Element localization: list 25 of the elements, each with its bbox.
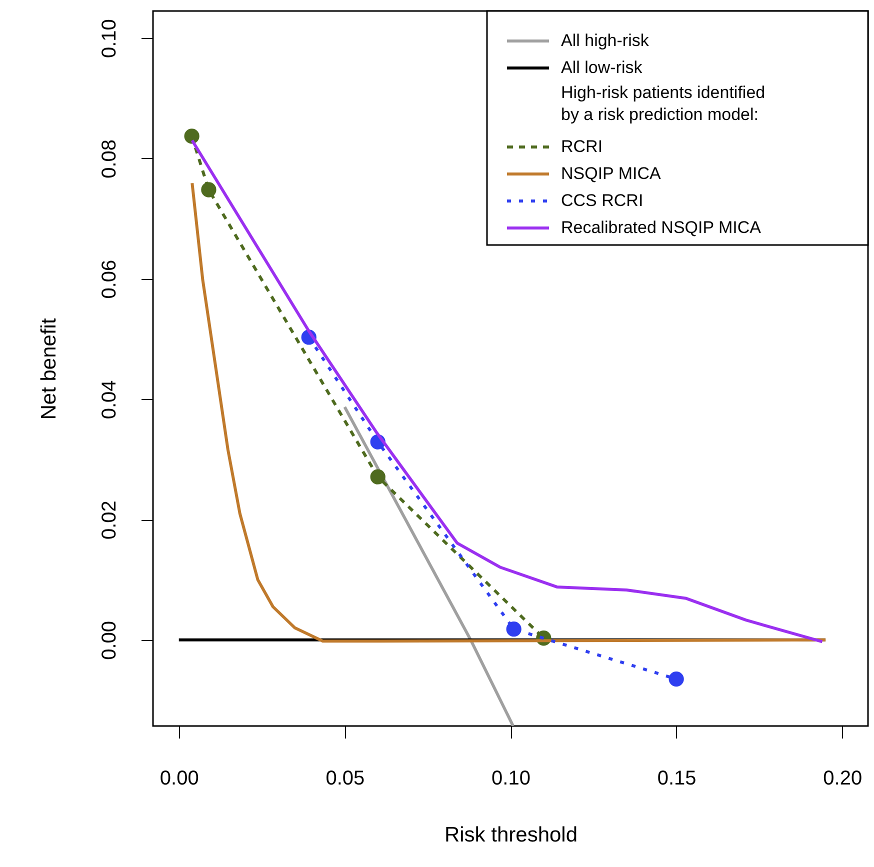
x-axis-title: Risk threshold (444, 824, 578, 846)
x-tick-label: 0.20 (823, 768, 862, 790)
legend-label: RCRI (561, 137, 603, 156)
y-tick-label: 0.04 (98, 380, 120, 420)
x-tick-label: 0.05 (326, 768, 365, 790)
legend-label: All high-risk (561, 31, 650, 50)
y-tick-label: 0.00 (98, 620, 120, 660)
y-tick-label: 0.02 (98, 500, 120, 540)
legend-label: NSQIP MICA (561, 164, 662, 183)
x-tick-label: 0.00 (160, 768, 199, 790)
point (668, 671, 684, 687)
y-tick-label: 0.08 (98, 139, 120, 178)
x-tick-label: 0.10 (492, 768, 530, 790)
point (370, 469, 386, 484)
legend-label: All low-risk (561, 58, 643, 77)
y-axis-title: Net benefit (38, 318, 60, 420)
x-tick-label: 0.15 (657, 768, 696, 790)
y-tick-label: 0.10 (98, 19, 120, 58)
point (506, 622, 522, 637)
legend-label: CCS RCRI (561, 191, 644, 210)
y-tick-label: 0.06 (98, 260, 120, 299)
point (184, 128, 200, 144)
point (201, 182, 216, 198)
legend-label: Recalibrated NSQIP MICA (561, 218, 762, 237)
annotation: High-risk patients identified by a risk prediction model: (561, 83, 766, 124)
